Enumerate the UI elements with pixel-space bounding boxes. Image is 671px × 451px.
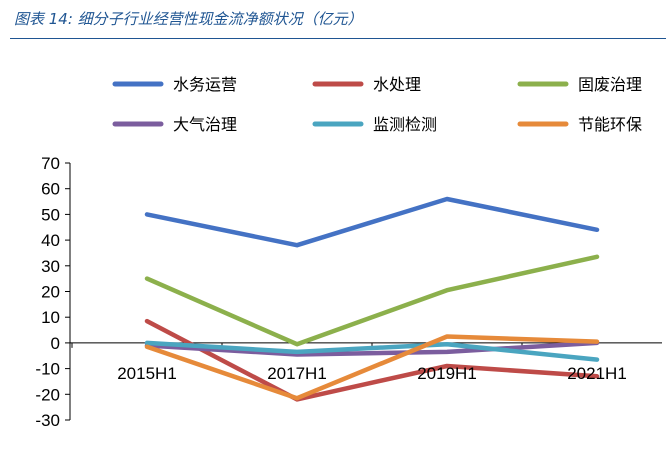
x-tick-label: 2017H1	[267, 364, 327, 383]
legend-label-4: 监测检测	[373, 115, 437, 134]
series-lines	[144, 196, 600, 402]
y-tick-label: -30	[35, 411, 60, 430]
y-tick-label: 50	[41, 205, 60, 224]
y-tick-label: 20	[41, 283, 60, 302]
series-line-5	[144, 334, 600, 401]
legend-label-5: 节能环保	[578, 115, 642, 134]
legend-label-1: 水处理	[373, 75, 421, 94]
x-tick-label: 2021H1	[567, 364, 627, 383]
figure-title: 图表 14: 细分子行业经营性现金流净额状况（亿元）	[14, 10, 363, 28]
legend-label-0: 水务运营	[173, 75, 237, 94]
series-line-2	[144, 254, 600, 347]
y-tick-label: 0	[51, 334, 60, 353]
y-tick-label: 70	[41, 154, 60, 173]
legend-label-2: 固废治理	[578, 75, 642, 94]
y-tick-label: -10	[35, 360, 60, 379]
y-tick-label: 40	[41, 231, 60, 250]
y-tick-label: 60	[41, 180, 60, 199]
y-tick-label: -20	[35, 385, 60, 404]
y-tick-label: 30	[41, 257, 60, 276]
x-tick-label: 2015H1	[117, 364, 177, 383]
title-underline	[10, 38, 666, 39]
series-line-4	[144, 340, 600, 362]
legend-label-3: 大气治理	[173, 115, 237, 134]
x-tick-label: 2019H1	[417, 364, 477, 383]
series-line-1	[144, 318, 600, 402]
y-tick-label: 10	[41, 308, 60, 327]
series-line-3	[144, 340, 600, 357]
series-line-0	[144, 196, 600, 248]
